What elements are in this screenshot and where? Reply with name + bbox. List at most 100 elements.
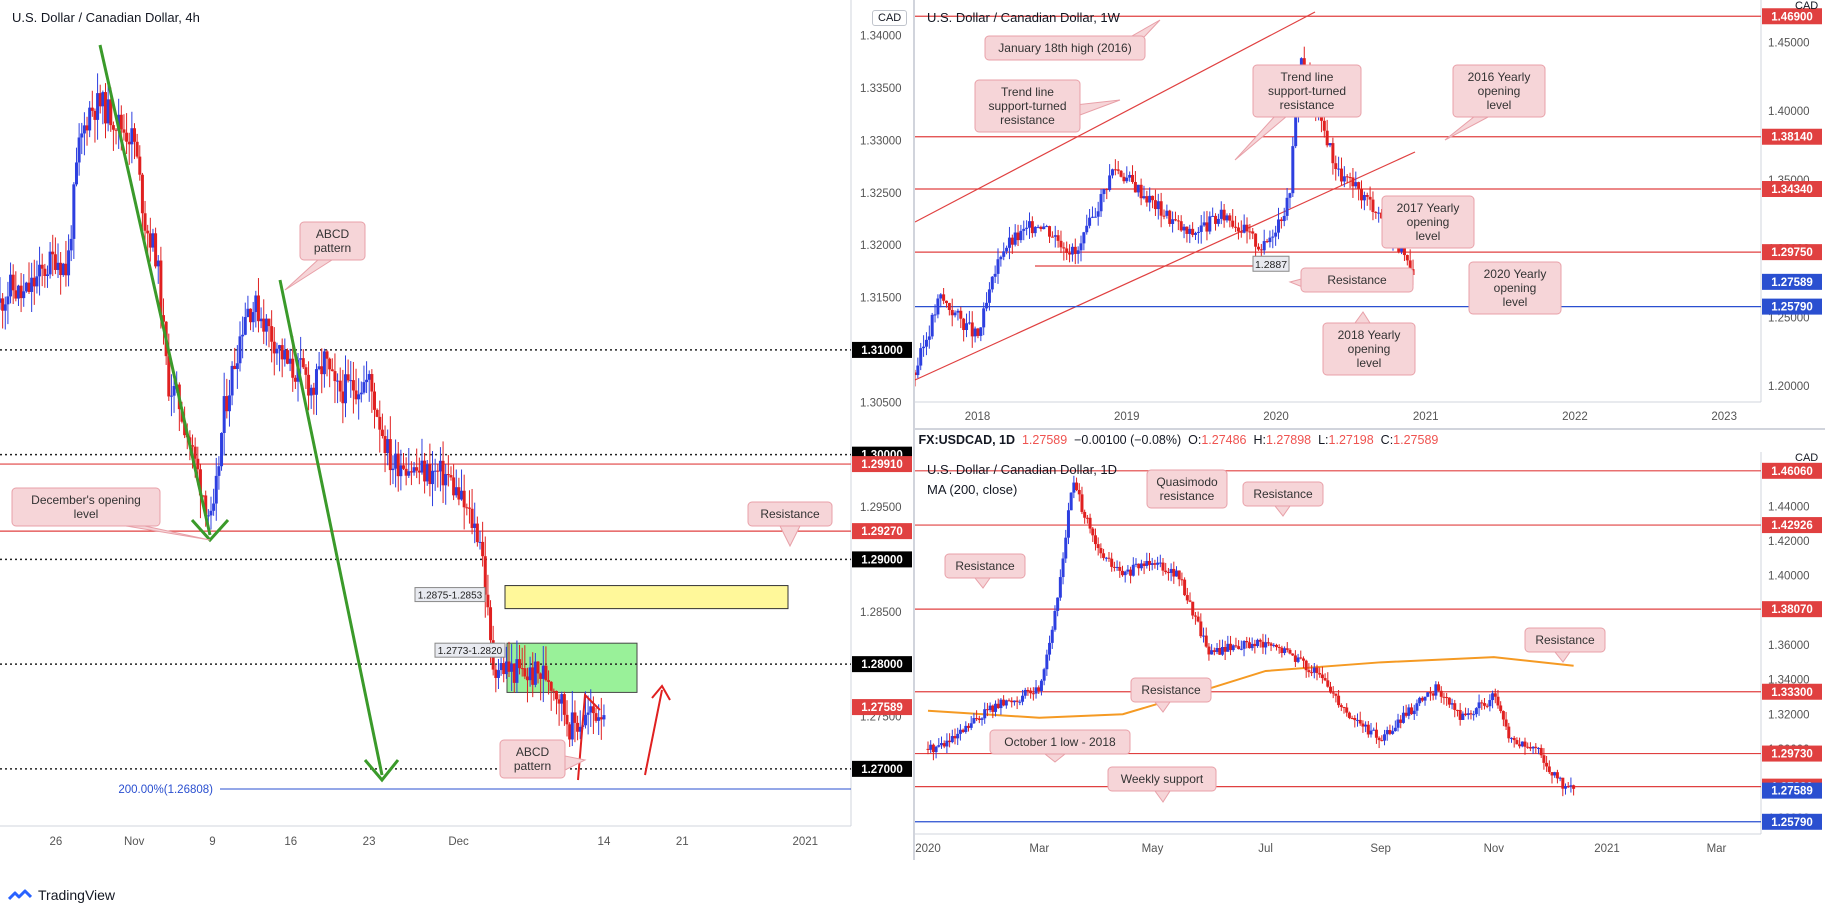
y-tick-label-1d: 1.36000: [1768, 640, 1810, 652]
candle-1w-body: [1027, 221, 1031, 228]
tradingview-logo[interactable]: TradingView: [8, 887, 115, 903]
candle-1w-body: [1050, 236, 1054, 238]
candle-1d-body: [1412, 710, 1416, 715]
candle-4h-body: [101, 92, 105, 107]
candle-1d-body: [1031, 693, 1035, 695]
chart-1w-canvas[interactable]: 1.450001.400001.350001.300001.250001.200…: [915, 0, 1825, 428]
candle-4h-body: [417, 470, 421, 473]
chart-pane-1d[interactable]: 1.440001.420001.400001.380001.360001.340…: [915, 452, 1825, 860]
candle-4h-body: [135, 141, 139, 157]
candle-4h-body: [486, 594, 490, 608]
candle-1w-body: [1033, 227, 1037, 234]
candle-4h-body: [77, 137, 81, 163]
tag-1287-bg: [1252, 255, 1290, 272]
candle-4h-body: [349, 380, 353, 382]
candle-1d-body: [1366, 724, 1370, 735]
x-tick-label-1d: Mar: [1029, 843, 1049, 855]
candle-1w-body: [1019, 230, 1023, 241]
candle-4h-body: [562, 694, 566, 715]
callout-resistance-4h-line: Resistance: [760, 507, 820, 521]
price-tag-4h-bg: [852, 551, 912, 568]
candle-1d-body: [1337, 695, 1341, 706]
candle-1d-body: [994, 703, 998, 712]
candle-1d-body: [1234, 645, 1238, 647]
candle-4h-body: [549, 681, 553, 691]
candle-1w-body: [1133, 181, 1137, 193]
candle-4h-body: [365, 379, 369, 383]
price-tag-1d-bg: [1762, 462, 1822, 479]
candle-4h-body: [64, 263, 68, 276]
candle-4h-body: [154, 233, 158, 267]
currency-label-4h[interactable]: CAD: [872, 10, 908, 26]
candle-4h-body: [362, 382, 366, 393]
price-tag-1w: 1.27589: [1771, 277, 1813, 289]
candle-1w-body: [1168, 210, 1172, 224]
candle-4h-body: [169, 395, 173, 397]
candle-4h-body: [151, 233, 155, 248]
candle-1d-body: [1345, 707, 1349, 713]
candle-1w-body: [1268, 237, 1272, 243]
candle-4h-body: [74, 162, 78, 185]
candle-4h-body: [354, 390, 358, 400]
candle-4h-body: [35, 276, 39, 287]
candle-1d-body: [1285, 648, 1289, 650]
candle-1w-body: [1176, 220, 1180, 222]
price-tag-1d-bg: [1762, 745, 1822, 762]
candle-1d-body: [961, 729, 965, 732]
chart-pane-4h[interactable]: 1.34000 1.33500 1.33000 1.32500 1.32000 1.315…: [0, 0, 914, 860]
callout-resistance-4h-box: [747, 501, 833, 527]
price-tag-1w: 1.38140: [1771, 132, 1813, 144]
candle-1w-body: [1182, 226, 1186, 231]
candle-1w-body: [1265, 241, 1269, 243]
candle-1d-body: [1377, 737, 1381, 741]
candle-4h-body: [103, 92, 107, 124]
candle-1d-body: [1077, 490, 1081, 495]
candle-4h-body: [204, 495, 208, 516]
candle-1d-body: [1096, 544, 1100, 549]
candle-1w-body: [990, 276, 994, 290]
chart-1d-canvas[interactable]: 1.440001.420001.400001.380001.360001.340…: [915, 452, 1825, 860]
candle-1d-body: [1180, 579, 1184, 581]
y-tick-label-4h: 1.34000: [860, 31, 902, 43]
candle-4h-body: [172, 385, 176, 396]
candle-1d-body: [1450, 703, 1454, 705]
callout-trendline-right-line: Trend line: [1281, 70, 1334, 84]
candle-1w-body: [1236, 227, 1240, 232]
callout-2020-yearly-line: 2020 Yearly: [1484, 267, 1547, 281]
candle-1d-body: [1048, 642, 1052, 655]
callout-2020-yearly-line: level: [1503, 295, 1528, 309]
callout-2020-yearly-box: [1468, 261, 1562, 315]
candle-4h-body: [280, 345, 284, 360]
candle-4h-body: [320, 366, 324, 375]
chart-4h-canvas[interactable]: 1.34000 1.33500 1.33000 1.32500 1.32000 1.315…: [0, 0, 913, 860]
candle-1d-body: [1431, 693, 1435, 696]
candle-1w-body: [1042, 226, 1046, 230]
candle-4h-body: [106, 99, 110, 124]
candle-4h-body: [32, 277, 36, 287]
candle-1d-body: [1461, 713, 1465, 720]
candle-4h-body: [594, 713, 598, 721]
candle-4h-body: [454, 487, 458, 496]
candle-1d-body: [1509, 737, 1513, 739]
callout-resistance-top-1d-line: Resistance: [1253, 487, 1313, 501]
x-tick-label-1d: Jul: [1258, 843, 1273, 855]
candle-1d-body: [999, 699, 1003, 709]
candle-4h-body: [341, 391, 345, 404]
ma-indicator-label[interactable]: MA (200, close): [927, 482, 1018, 497]
candle-4h-body: [38, 264, 42, 277]
candle-1w-body: [1139, 184, 1143, 199]
candle-4h-body: [359, 392, 363, 395]
pane-divider-horizontal[interactable]: [915, 428, 1825, 430]
candle-4h-body: [30, 277, 34, 292]
candle-1d-body: [988, 705, 992, 711]
candle-1d-body: [1404, 712, 1408, 716]
pane-divider-vertical[interactable]: [913, 0, 915, 860]
candle-4h-body: [288, 358, 292, 364]
candle-1d-body: [1129, 569, 1133, 576]
candle-4h-body: [227, 395, 231, 412]
chart-pane-1w[interactable]: 1.450001.400001.350001.300001.250001.200…: [915, 0, 1825, 428]
price-tag-1d-bg: [1762, 813, 1822, 830]
ma200-line: [927, 656, 1574, 719]
candle-1w-body: [1208, 216, 1212, 232]
candle-1d-body: [1393, 727, 1397, 732]
